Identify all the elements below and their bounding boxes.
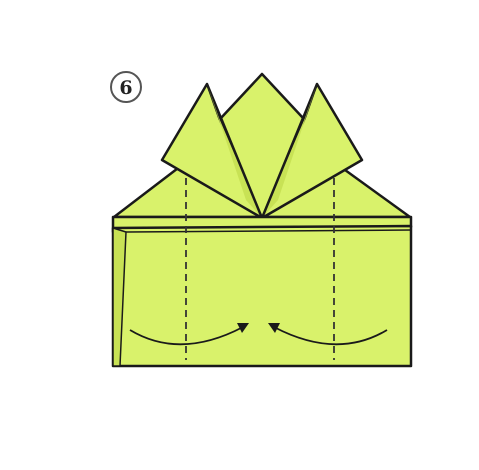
body-top-edge <box>125 229 412 233</box>
step-number: 6 <box>119 77 132 99</box>
left-curved-arrow-icon <box>129 326 244 346</box>
right-curved-arrow-icon <box>273 326 388 346</box>
paper-model <box>111 72 413 368</box>
center-point-flap <box>219 72 305 220</box>
fold-arrows <box>129 323 388 346</box>
step-circle-icon <box>110 71 142 103</box>
left-arrowhead-icon <box>237 323 249 333</box>
right-arrowhead-icon <box>268 323 280 333</box>
body-inner-flap <box>112 227 127 367</box>
step-marker: 6 <box>110 71 142 103</box>
body-front-panel <box>111 224 413 368</box>
